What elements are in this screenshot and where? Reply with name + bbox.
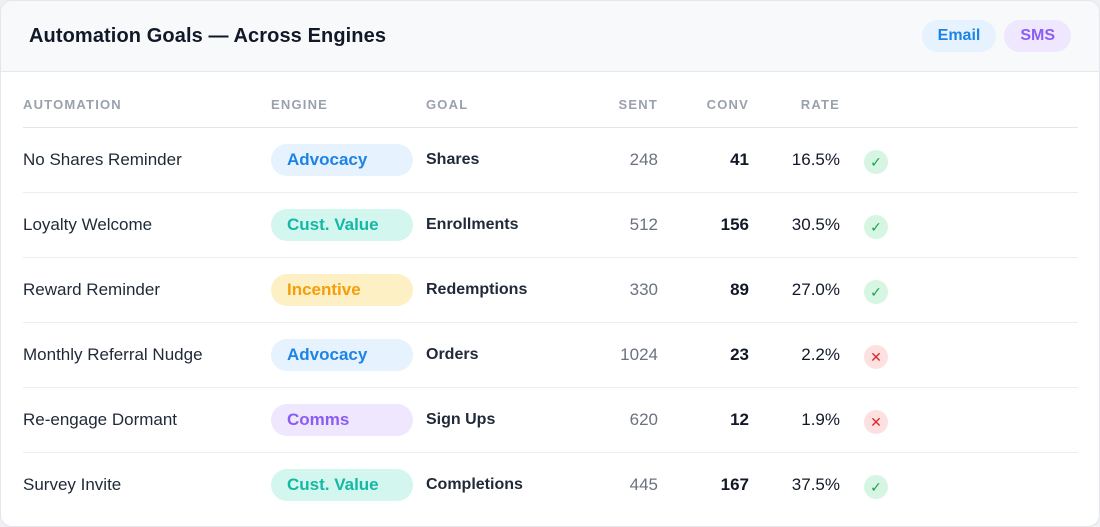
goal-cell: Shares: [426, 127, 576, 193]
page-title: Automation Goals — Across Engines: [29, 24, 387, 47]
check-icon: ✓: [864, 280, 888, 304]
table-header-row: AUTOMATION ENGINE GOAL SENT CONV RATE: [23, 81, 1078, 128]
table-row[interactable]: Loyalty Welcome Cust. Value Enrollments 512…: [23, 192, 1078, 258]
conv-cell: 41: [658, 127, 749, 193]
engine-pill: Cust. Value: [271, 209, 413, 241]
engine-cell: Cust. Value: [271, 192, 426, 258]
automation-goals-table: AUTOMATION ENGINE GOAL SENT CONV RATE No…: [23, 81, 1078, 517]
rate-cell: 30.5%: [749, 192, 840, 258]
conv-cell: 156: [658, 192, 749, 258]
engine-cell: Incentive: [271, 257, 426, 323]
check-icon: ✓: [864, 150, 888, 174]
automation-name: Loyalty Welcome: [23, 192, 271, 258]
check-icon: ✓: [864, 475, 888, 499]
engine-pill: Advocacy: [271, 339, 413, 371]
status-cell: ✓: [840, 453, 1078, 518]
sent-cell: 620: [576, 387, 658, 453]
sent-cell: 1024: [576, 322, 658, 388]
automation-name: Survey Invite: [23, 475, 122, 494]
automation-name: Reward Reminder: [23, 257, 271, 323]
conv-cell: 89: [658, 257, 749, 323]
column-header-sent: SENT: [576, 81, 658, 128]
conv-cell: 167: [720, 475, 749, 494]
status-cell: ✕: [840, 322, 1078, 388]
goal-cell: Redemptions: [426, 257, 576, 323]
status-cell: ✓: [840, 257, 1078, 323]
sent-cell: 248: [576, 127, 658, 193]
automation-name: No Shares Reminder: [23, 127, 271, 193]
goal-cell: Sign Ups: [426, 387, 576, 453]
goal-cell: Completions: [426, 476, 523, 493]
conv-cell: 12: [658, 387, 749, 453]
channel-chips: Email SMS: [921, 20, 1071, 52]
engine-pill: Cust. Value: [271, 469, 413, 501]
automation-name: Re-engage Dormant: [23, 387, 271, 453]
rate-cell: 37.5%: [791, 475, 840, 494]
engine-pill: Incentive: [271, 274, 413, 306]
status-cell: ✕: [840, 387, 1078, 453]
sent-cell: 330: [576, 257, 658, 323]
rate-cell: 1.9%: [749, 387, 840, 453]
engine-pill: Comms: [271, 404, 413, 436]
column-header-status: [840, 81, 1078, 128]
rate-cell: 2.2%: [749, 322, 840, 388]
table-row[interactable]: Reward Reminder Incentive Redemptions 330 89…: [23, 257, 1078, 323]
goal-cell: Enrollments: [426, 192, 576, 258]
x-icon: ✕: [864, 410, 888, 434]
column-header-conv: CONV: [658, 81, 749, 128]
column-header-automation: AUTOMATION: [23, 81, 271, 128]
check-icon: ✓: [864, 215, 888, 239]
conv-cell: 23: [658, 322, 749, 388]
table-row[interactable]: No Shares Reminder Advocacy Shares 248 41 16.…: [23, 127, 1078, 193]
engine-pill: Advocacy: [271, 144, 413, 176]
engine-cell: Advocacy: [271, 322, 426, 388]
goal-cell: Orders: [426, 322, 576, 388]
email-chip[interactable]: Email: [921, 20, 997, 52]
column-header-goal: GOAL: [426, 81, 576, 128]
automation-name: Monthly Referral Nudge: [23, 322, 271, 388]
sms-chip[interactable]: SMS: [1004, 20, 1071, 52]
sent-cell: 445: [629, 475, 658, 494]
card-header: Automation Goals — Across Engines Email …: [1, 1, 1099, 72]
engine-cell: Advocacy: [271, 127, 426, 193]
rate-cell: 27.0%: [749, 257, 840, 323]
table-row[interactable]: Survey Invite Cust. Value Completions 445 16…: [23, 453, 1078, 518]
engine-cell: Cust. Value: [271, 453, 426, 518]
status-cell: ✓: [840, 192, 1078, 258]
column-header-rate: RATE: [749, 81, 840, 128]
x-icon: ✕: [864, 345, 888, 369]
column-header-engine: ENGINE: [271, 81, 426, 128]
engine-cell: Comms: [271, 387, 426, 453]
table-row[interactable]: Monthly Referral Nudge Advocacy Orders 1024…: [23, 322, 1078, 388]
table-row[interactable]: Re-engage Dormant Comms Sign Ups 620 12 1.9% ✕: [23, 387, 1078, 453]
sent-cell: 512: [576, 192, 658, 258]
rate-cell: 16.5%: [749, 127, 840, 193]
status-cell: ✓: [840, 127, 1078, 193]
